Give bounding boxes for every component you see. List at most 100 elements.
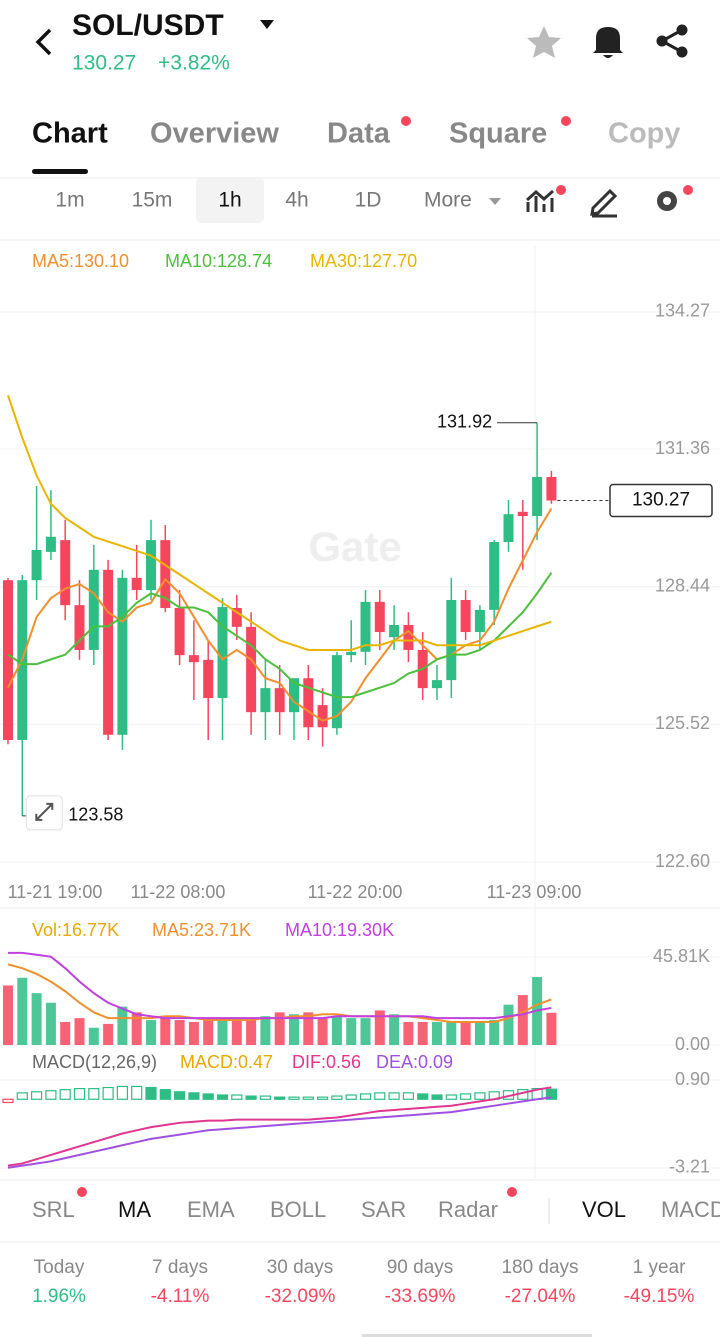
current-price: 130.27 [632,490,690,511]
candle-body [74,605,85,650]
volume-bar [546,1012,557,1045]
x-tick-label: 11-23 09:00 [487,882,582,902]
line [7,508,553,722]
macd-bar [259,1095,271,1100]
tab[interactable]: Copy [608,118,681,150]
share[interactable] [656,24,688,58]
legend-entry: DIF:0.56 [292,1052,361,1072]
draw-icon[interactable] [590,188,618,218]
volume-bar [460,1021,471,1045]
interval[interactable]: 1h [218,189,241,212]
candle-body [403,624,414,650]
macd-bar [159,1089,171,1100]
interval-selected [196,177,264,223]
volume-bar [160,1018,171,1045]
x-tick-label: 11-22 20:00 [308,882,403,902]
candle-body [474,609,485,633]
legend-entry: MA5:130.10 [32,251,129,271]
candle-body [45,536,56,552]
volume-bar [146,1020,156,1045]
indicator-tab[interactable]: BOLL [270,1197,326,1222]
legend-entry: MA10:19.30K [285,920,394,940]
macd-bar [202,1093,214,1100]
interval[interactable]: More [424,189,472,212]
period-change: -32.09% [265,1286,336,1307]
macd-bar [73,1087,86,1100]
candle-body [303,678,314,728]
candle-body [117,577,128,735]
interval[interactable]: 1D [355,189,382,212]
indicator-tab[interactable]: EMA [187,1197,235,1222]
candle-body [517,511,528,517]
volume-bar [74,1018,85,1045]
macd-bar [145,1086,157,1100]
volume-bar [60,1021,71,1045]
volume-bar [203,1020,214,1045]
macd-bar [545,1088,558,1100]
period-change: -27.04% [505,1286,576,1307]
interval[interactable]: 15m [132,189,173,212]
candle-body [317,705,328,728]
period-label: 7 days [152,1257,208,1278]
macd-bar [317,1096,329,1100]
period-label: 90 days [387,1257,454,1278]
y-tick-label: 45.81K [653,946,710,966]
price-box [609,483,713,518]
y-tick-label: 0.00 [675,1034,710,1054]
candle-body [374,601,385,633]
candle-body [203,659,214,699]
pair[interactable]: SOL/USDT [72,9,224,42]
tab[interactable]: Chart [32,118,108,150]
candle-body [346,651,357,656]
candle-body [489,541,500,610]
x-tick-label: 11-22 08:00 [131,882,226,902]
volume-bar [331,1016,342,1045]
indicator-tab[interactable]: Radar [438,1197,498,1222]
pair-dropdown[interactable] [260,20,274,29]
macd-bar [445,1094,457,1100]
volume-bar [517,995,528,1045]
legend-entry: Vol:16.77K [32,920,119,940]
volume-bar [446,1021,457,1045]
macd-bar [59,1089,71,1100]
indicator-tab[interactable]: SRL [32,1197,75,1222]
candle-body [160,540,171,608]
interval[interactable]: 1m [55,189,84,212]
period-label: Today [34,1257,85,1278]
favorite[interactable] [527,26,561,58]
interval[interactable]: 4h [285,189,308,212]
indicator-tab[interactable]: MA [118,1197,151,1222]
macd-bar [216,1094,229,1100]
indicator-tab[interactable]: VOL [582,1197,626,1222]
indicator-title: MACD(12,26,9) [32,1052,157,1072]
candle-body [260,688,271,713]
macd-bar [388,1092,400,1100]
macd-bar [331,1095,343,1100]
period-change: -4.11% [151,1286,210,1307]
tab[interactable]: Overview [150,118,279,150]
y-tick-label: 122.60 [655,851,710,871]
macd-bar [131,1085,143,1100]
indicator-icon[interactable] [526,189,554,212]
plot [2,1085,558,1169]
volume-bar [303,1012,314,1045]
macd-bar [302,1096,314,1100]
volume-bar [31,993,42,1045]
indicator-tab[interactable]: SAR [361,1197,406,1222]
macd-bar [188,1092,200,1100]
legend-entry: MACD:0.47 [180,1052,273,1072]
badge [683,185,693,195]
tab[interactable]: Data [327,118,391,150]
tab[interactable]: Square [449,118,547,150]
y-tick-label: 0.90 [675,1069,710,1089]
line [7,395,552,651]
volume-bar [289,1014,299,1045]
candle-body [146,540,156,591]
indicator-tab[interactable]: MACD [661,1197,720,1222]
back-button[interactable] [35,28,52,56]
candle-body [217,607,228,699]
legend-entry: MA10:128.74 [165,251,272,271]
macd-bar [245,1095,257,1100]
settings-icon[interactable] [657,191,677,211]
alert[interactable] [593,27,623,58]
